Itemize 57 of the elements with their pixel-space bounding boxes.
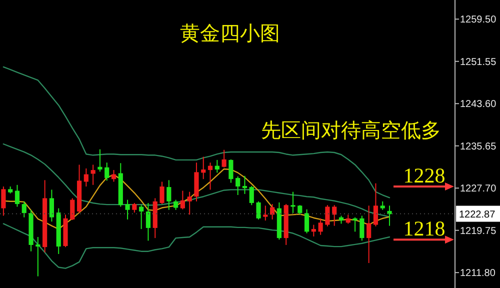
candlestick (352, 216, 358, 232)
candlestick (160, 181, 164, 205)
candlestick (49, 189, 54, 222)
candlestick (256, 200, 261, 220)
candlestick (318, 218, 323, 236)
candlestick (360, 215, 364, 242)
text: 黄金四小图 (180, 21, 280, 45)
candlestick (222, 149, 226, 168)
candlestick (132, 202, 137, 214)
candlestick (22, 200, 26, 218)
candlestick (366, 205, 372, 264)
candlestick (187, 191, 192, 216)
candlestick (166, 180, 172, 210)
y-tick-label: 1235.65 (460, 141, 497, 152)
candlestick (236, 176, 240, 196)
candlestick (249, 185, 254, 206)
candlestick (208, 162, 213, 190)
y-tick-label: 1211.80 (460, 268, 496, 280)
candlestick (304, 208, 310, 234)
y-tick-label: 1227.70 (460, 184, 497, 195)
candlestick (270, 204, 275, 220)
candlestick (325, 204, 330, 227)
candlestick (387, 205, 392, 226)
y-tick-label: 1259.50 (460, 14, 497, 26)
candlestick (146, 202, 151, 242)
y-tick-label: 1219.75 (460, 226, 497, 237)
candlestick (228, 158, 234, 184)
candlestick (70, 198, 75, 220)
candlestick (84, 168, 88, 188)
line-series (2, 223, 390, 269)
ref-line-label: 1218 (403, 216, 446, 241)
candlestick (311, 224, 316, 237)
candlestick (180, 190, 185, 210)
candlestick (373, 182, 378, 227)
candlestick (125, 199, 130, 220)
candlestick (14, 184, 20, 208)
candlestick (332, 204, 337, 226)
ref-line-label: 1222.87 (459, 209, 496, 220)
candlestick (242, 175, 248, 194)
candlestick (298, 204, 302, 216)
y-tick-label: 1243.60 (460, 99, 497, 110)
text: 先区间对待高空低多 (261, 118, 441, 142)
candlestick (36, 236, 40, 277)
candlestick (111, 170, 116, 182)
candlestick (290, 191, 296, 214)
ref-line-label: 1228 (403, 164, 446, 188)
y-tick-label: 1251.55 (460, 56, 497, 68)
candlestick (90, 164, 96, 186)
candlestick (173, 199, 178, 210)
candlestick (346, 214, 350, 224)
candlestick (104, 162, 110, 182)
candlestick (98, 148, 102, 172)
candlestick (214, 159, 220, 174)
candlestick (139, 204, 144, 230)
candlestick (1, 186, 6, 216)
candlestick (263, 205, 268, 222)
candlestick (201, 156, 206, 180)
